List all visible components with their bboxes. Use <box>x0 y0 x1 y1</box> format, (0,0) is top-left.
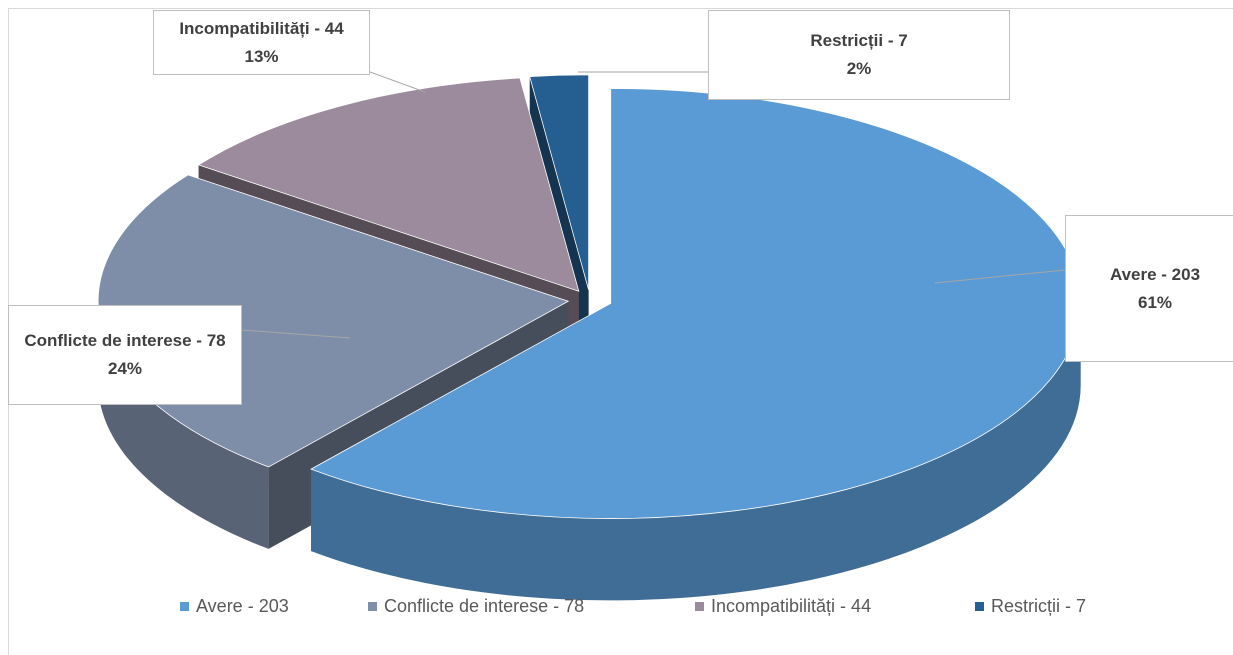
data-label: Incompatibilități - 44 13% <box>153 10 370 75</box>
label-value: 24% <box>107 359 143 378</box>
legend-item: Conflicte de interese - 78 <box>368 596 584 617</box>
legend-item: Avere - 203 <box>180 596 289 617</box>
pie-slice <box>197 77 580 292</box>
legend-label: Avere - 203 <box>196 596 289 616</box>
legend-swatch <box>180 602 189 611</box>
label-value: 2% <box>846 59 872 78</box>
legend-swatch <box>695 602 704 611</box>
label-category: Conflicte de interese - 78 <box>24 331 226 350</box>
legend-item: Restricții - 7 <box>975 596 1086 617</box>
pie-slice <box>310 88 1082 519</box>
label-category: Incompatibilități - 44 <box>179 18 344 38</box>
legend-label: Conflicte de interese - 78 <box>384 596 585 616</box>
label-category: Restricții - 7 <box>810 31 908 50</box>
pie-slice <box>529 74 590 291</box>
legend-item: Incompatibilități - 44 <box>695 596 871 617</box>
slice-wall <box>311 303 1081 601</box>
legend-label: Incompatibilități - 44 <box>711 596 872 616</box>
data-label: Conflicte de interese - 78 24% <box>8 305 242 405</box>
legend-swatch <box>368 602 377 611</box>
label-value: 13% <box>244 46 279 66</box>
leader-line <box>369 71 426 93</box>
label-value: 61% <box>1137 292 1173 312</box>
leader-line <box>241 329 351 339</box>
data-label: Avere - 203 61% <box>1065 215 1233 362</box>
leader-line <box>934 269 1066 284</box>
data-label: Restricții - 7 2% <box>708 10 1010 100</box>
label-category: Avere - 203 <box>1109 264 1201 284</box>
legend-label: Restricții - 7 <box>991 596 1087 616</box>
legend-swatch <box>975 602 984 611</box>
